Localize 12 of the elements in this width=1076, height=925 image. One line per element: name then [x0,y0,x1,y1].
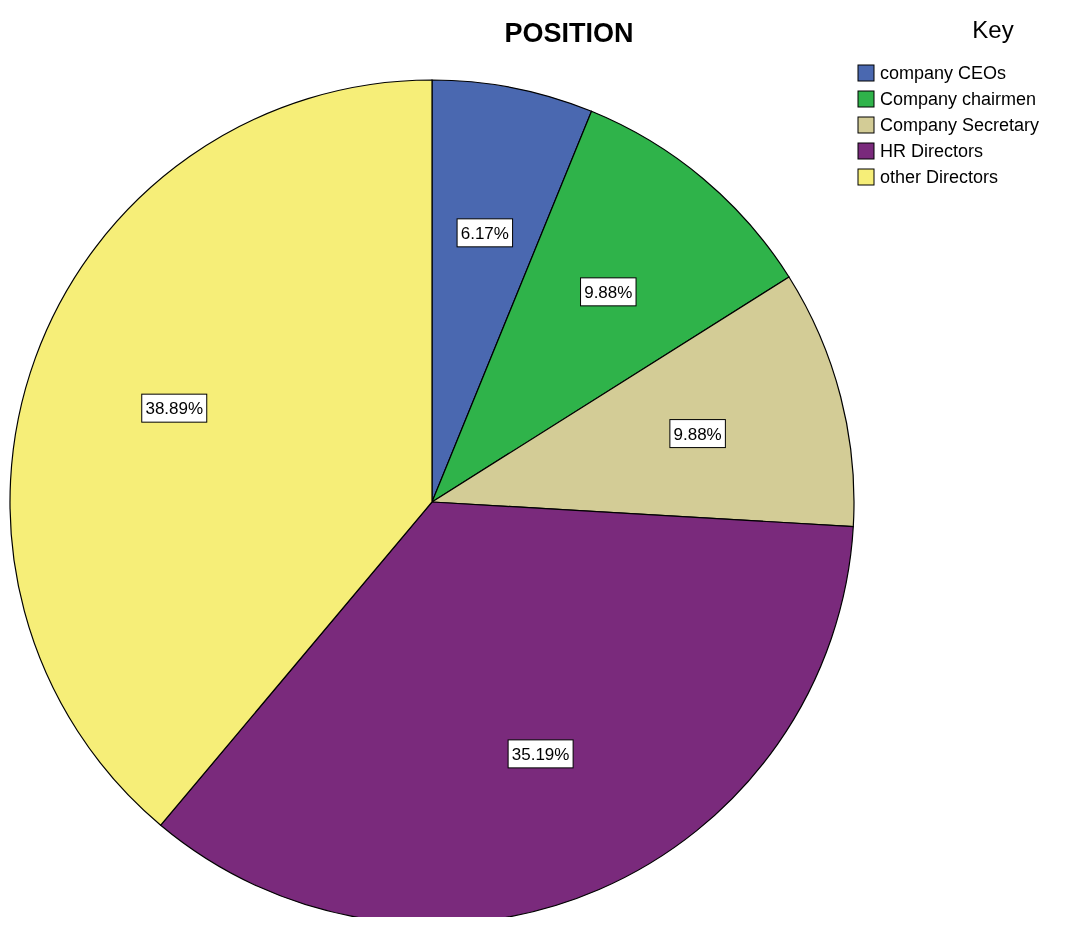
data-label: 38.89% [145,399,204,419]
legend-label: Company chairmen [880,89,1037,109]
data-label: 35.19% [511,744,570,764]
legend-title: Key [972,16,1014,43]
data-label: 9.88% [584,282,633,302]
legend-label: Company Secretary [880,115,1040,135]
chart-title: POSITION [504,18,634,48]
legend-label: HR Directors [880,141,984,161]
data-label: 9.88% [673,424,722,444]
data-label: 6.17% [460,223,509,243]
legend-label: other Directors [880,167,999,187]
legend-label: company CEOs [880,63,1007,83]
